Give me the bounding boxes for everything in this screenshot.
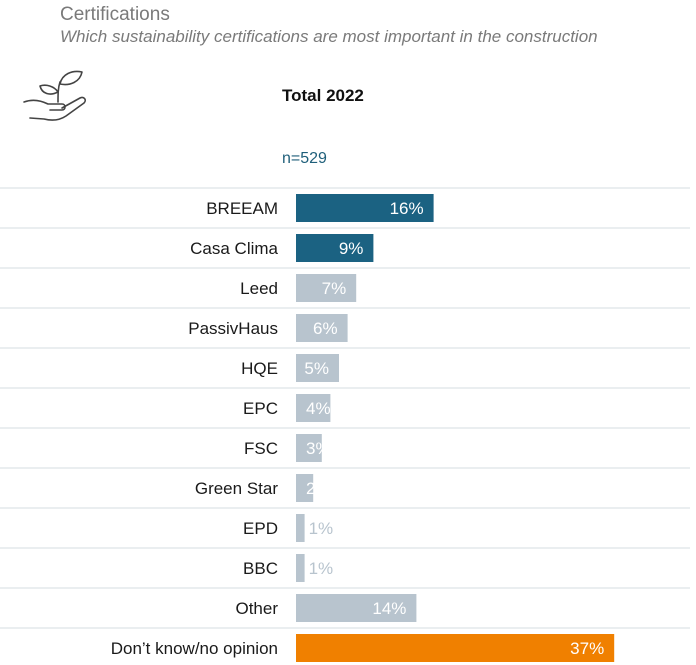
value-label: 37% — [570, 639, 604, 658]
value-label: 9% — [339, 239, 364, 258]
category-label: EPD — [243, 519, 278, 538]
value-label: 14% — [372, 599, 406, 618]
column-label: Total 2022 — [282, 86, 364, 105]
chart-subtitle: Which sustainability certifications are … — [60, 27, 598, 46]
bar — [296, 314, 348, 342]
category-label: Don’t know/no opinion — [111, 639, 278, 658]
bar — [296, 354, 339, 382]
value-label: 16% — [390, 199, 424, 218]
category-label: Green Star — [195, 479, 278, 498]
value-label: 7% — [322, 279, 347, 298]
bar-chart: BREEAM 16% Casa Clima 9% Leed 7% PassivHaus 6% H… — [0, 187, 690, 662]
category-label: EPC — [243, 399, 278, 418]
category-label: HQE — [241, 359, 278, 378]
value-label: 1% — [309, 559, 334, 578]
bar — [296, 274, 357, 302]
category-label: Other — [235, 599, 278, 618]
bar — [296, 434, 322, 462]
bar — [296, 234, 374, 262]
bar — [296, 554, 305, 582]
value-label: 5% — [304, 359, 329, 378]
category-label: BREEAM — [206, 199, 278, 218]
bar — [296, 594, 417, 622]
category-label: Leed — [240, 279, 278, 298]
hand-with-plant-icon — [23, 70, 87, 121]
bar — [296, 194, 434, 222]
value-label: 4% — [306, 399, 331, 418]
bar — [296, 474, 314, 502]
bar — [296, 514, 305, 542]
value-label: 6% — [313, 319, 338, 338]
category-label: FSC — [244, 439, 278, 458]
value-label: 3% — [306, 439, 331, 458]
value-label: 2 — [306, 479, 315, 498]
category-label: PassivHaus — [188, 319, 278, 338]
chart-title: Certifications — [60, 4, 170, 25]
bar — [296, 634, 615, 662]
sample-size: n=529 — [282, 150, 327, 167]
value-label: 1% — [309, 519, 334, 538]
category-label: BBC — [243, 559, 278, 578]
bar — [296, 394, 331, 422]
category-label: Casa Clima — [190, 239, 278, 258]
